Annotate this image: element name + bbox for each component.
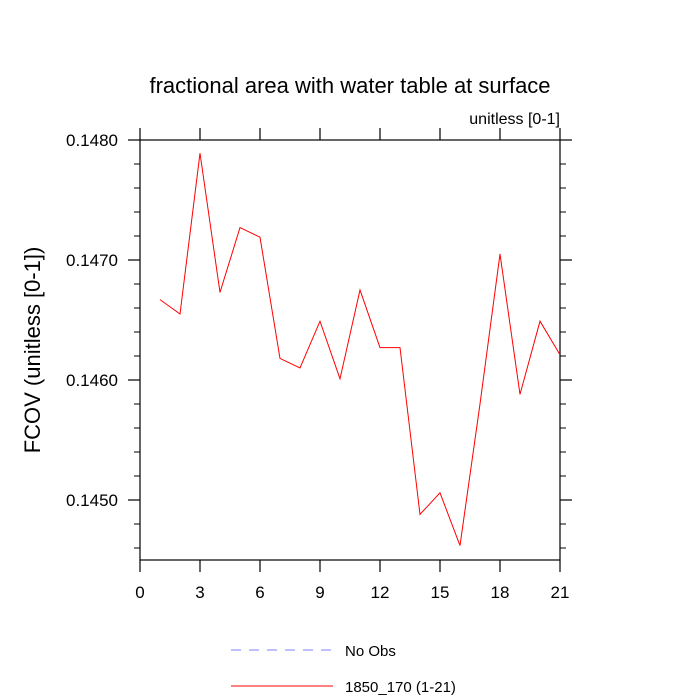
axis-tick-labels: 0 3 6 9 12 15 18 21 0.1450 0.1460 0.1470 0.1480 (66, 131, 569, 602)
chart-subtitle: unitless [0-1] (469, 111, 560, 128)
x-tick-label: 3 (195, 583, 204, 602)
x-tick-label: 18 (491, 583, 510, 602)
series-layer (159, 153, 561, 546)
axis-ticks (128, 128, 572, 572)
x-tick-label: 0 (135, 583, 144, 602)
series-line (159, 153, 561, 546)
y-tick-label: 0.1480 (66, 131, 118, 150)
x-tick-label: 21 (551, 583, 570, 602)
x-tick-label: 9 (315, 583, 324, 602)
x-tick-label: 15 (431, 583, 450, 602)
x-tick-label: 12 (371, 583, 390, 602)
x-tick-label: 6 (255, 583, 264, 602)
y-axis-label: FCOV (unitless [0-1]) (20, 247, 45, 454)
plot-frame (139, 139, 561, 561)
legend: No Obs 1850_170 (1-21) (231, 643, 456, 696)
legend-label: 1850_170 (1-21) (345, 679, 456, 696)
chart-title: fractional area with water table at surf… (149, 73, 550, 98)
y-tick-label: 0.1460 (66, 371, 118, 390)
legend-label: No Obs (345, 643, 396, 660)
y-tick-label: 0.1470 (66, 251, 118, 270)
y-tick-label: 0.1450 (66, 491, 118, 510)
